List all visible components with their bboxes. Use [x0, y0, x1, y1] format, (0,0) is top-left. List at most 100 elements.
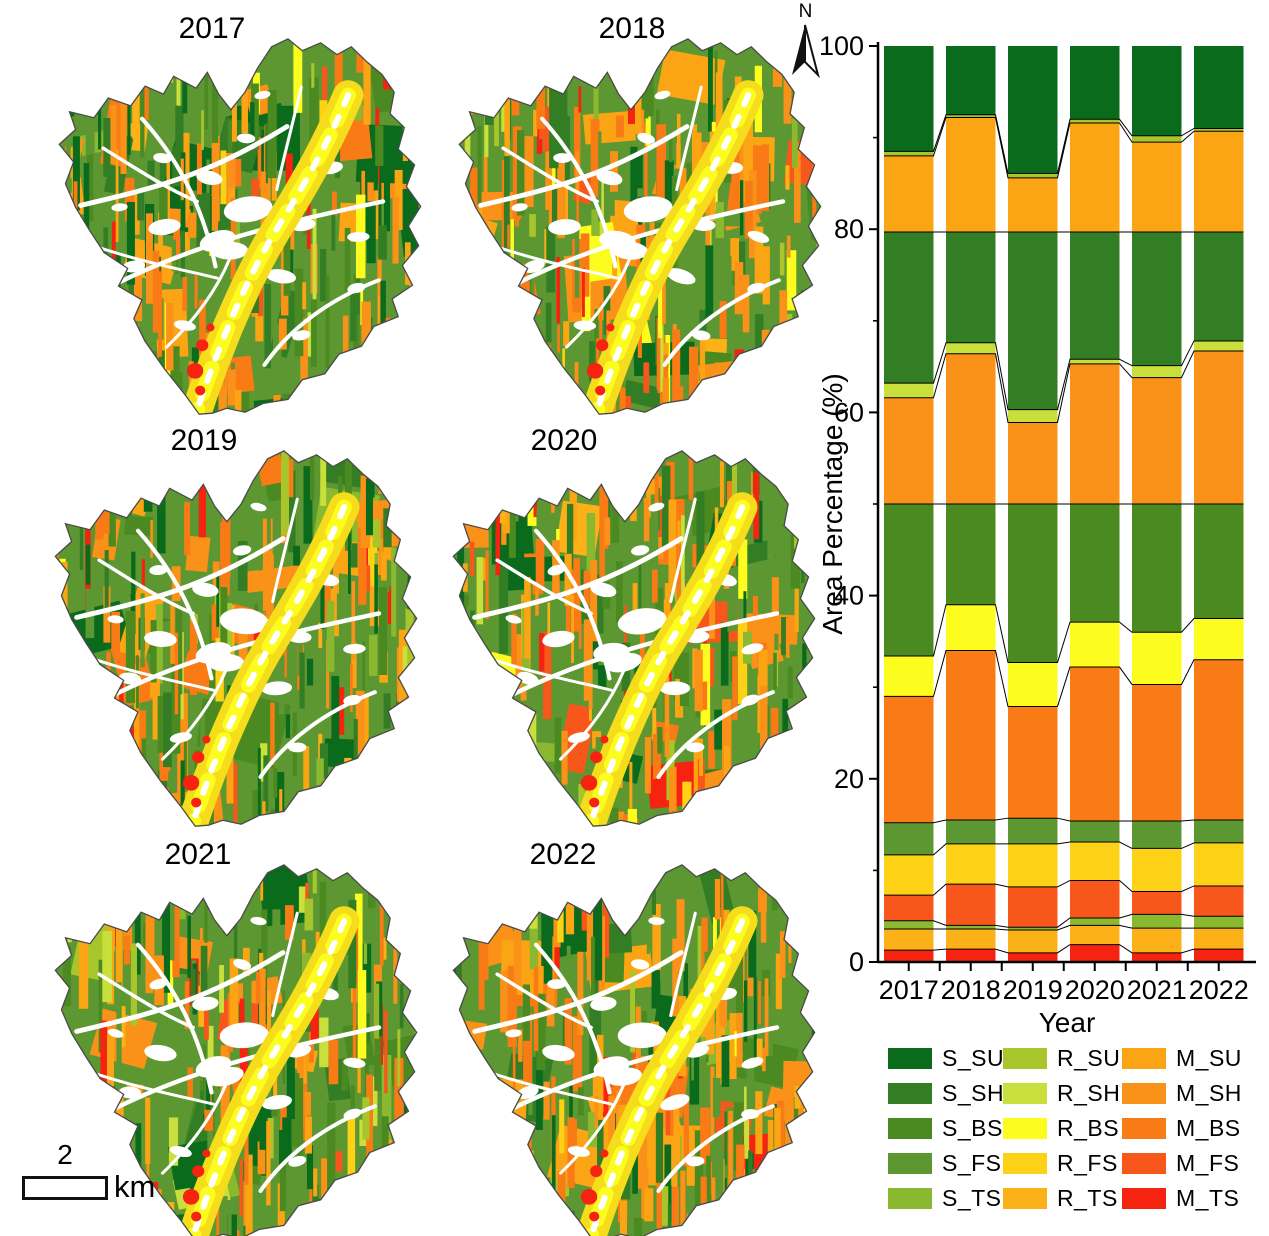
segment-S_SU: [1194, 46, 1244, 129]
scale-bar-value: 2: [57, 1139, 73, 1170]
segment-M_BS: [1070, 667, 1120, 821]
segment-R_SU: [1070, 119, 1120, 123]
legend-label: M_FS: [1176, 1149, 1240, 1176]
segment-S_BS: [1194, 504, 1244, 619]
legend-swatch-M_SU: [1122, 1047, 1166, 1069]
segment-M_SH: [1132, 377, 1182, 504]
segment-S_SU: [946, 46, 996, 115]
segment-M_SU: [946, 117, 996, 232]
legend-label: R_FS: [1057, 1149, 1118, 1176]
legend-label: S_BS: [942, 1114, 1003, 1141]
segment-M_FS: [1194, 885, 1244, 917]
chart-legend: S_SU S_SH S_BS S_FS S_TS R_SU R_SH R_BS R_FS R_TS…: [870, 1040, 1269, 1236]
y-tick-label: 100: [820, 31, 864, 61]
segment-S_FS: [1194, 820, 1244, 843]
legend-label: S_FS: [942, 1149, 1002, 1176]
y-tick-label: 40: [834, 581, 864, 611]
watershed-outline: [452, 864, 816, 1236]
segment-S_TS: [1070, 918, 1120, 926]
segment-M_TS: [1132, 952, 1182, 962]
segment-S_BS: [946, 504, 996, 605]
segment-R_BS: [1008, 662, 1058, 707]
x-tick-label: 2017: [879, 975, 939, 1005]
segment-M_TS: [1070, 944, 1120, 962]
map-title-2022: 2022: [529, 838, 597, 871]
segment-R_SU: [1194, 128, 1244, 132]
segment-R_FS: [946, 843, 996, 885]
y-tick-label: 20: [834, 764, 864, 794]
segment-R_SH: [1132, 365, 1182, 378]
segment-M_TS: [1008, 952, 1058, 962]
segment-S_TS: [884, 920, 934, 930]
legend-swatch-S_SH: [888, 1082, 932, 1104]
map-panel-2021: 2021: [40, 838, 436, 1236]
segment-S_TS: [1194, 916, 1244, 929]
segment-S_FS: [884, 822, 934, 855]
legend-item-R_FS: R_FS: [1003, 1149, 1118, 1176]
north-arrow-icon: [792, 24, 820, 79]
segment-S_SU: [1008, 46, 1058, 174]
legend-item-S_SH: S_SH: [888, 1079, 1005, 1106]
segment-S_TS: [1132, 914, 1182, 929]
segment-M_FS: [1008, 886, 1058, 928]
map-panel-2019: 2019: [40, 424, 436, 838]
segment-M_SU: [1194, 131, 1244, 232]
watershed-outline: [54, 450, 418, 827]
map-title-2021: 2021: [164, 838, 232, 871]
segment-boundary-lines: [884, 114, 1244, 954]
segment-R_BS: [946, 604, 996, 651]
map-fields: [59, 38, 421, 415]
x-tick-label: 2018: [941, 975, 1001, 1005]
segment-M_FS: [946, 884, 996, 926]
segment-M_FS: [884, 895, 934, 921]
legend-swatch-R_SH: [1003, 1082, 1047, 1104]
legend-label: M_SH: [1176, 1079, 1242, 1106]
segment-S_BS: [1008, 504, 1058, 663]
segment-M_FS: [1070, 880, 1120, 919]
map-panel-2020: 2020: [438, 424, 834, 838]
legend-swatch-M_BS: [1122, 1117, 1166, 1139]
segment-R_SU: [946, 114, 996, 118]
segment-R_BS: [884, 656, 934, 697]
axes: 0 20 40 60 80 100 2017 2018 2019 2020 2021 2022 Year…: [820, 31, 1256, 1036]
segment-M_SU: [1132, 142, 1182, 232]
segment-M_SU: [1008, 177, 1058, 232]
legend-item-R_TS: R_TS: [1003, 1184, 1118, 1211]
segment-S_FS: [1070, 820, 1120, 843]
segment-S_BS: [1070, 504, 1120, 623]
classified-map-2017: [58, 38, 422, 415]
map-panel-2017: 2017: [44, 12, 440, 426]
legend-swatch-M_FS: [1122, 1152, 1166, 1174]
bar-2022: [1194, 46, 1244, 962]
segment-S_SH: [884, 231, 934, 384]
legend-label: R_BS: [1057, 1114, 1120, 1141]
map-fields: [453, 864, 815, 1236]
legend-label: S_SU: [942, 1044, 1005, 1071]
segment-S_SH: [1070, 231, 1120, 360]
segment-R_FS: [1194, 842, 1244, 886]
legend-swatch-S_SU: [888, 1047, 932, 1069]
segment-R_FS: [1070, 842, 1120, 881]
legend-swatch-S_BS: [888, 1117, 932, 1139]
scale-bar-unit: km: [114, 1169, 156, 1204]
legend-label: R_TS: [1057, 1184, 1118, 1211]
watershed-outline: [54, 864, 418, 1236]
segment-R_SU: [884, 151, 934, 156]
legend-item-S_TS: S_TS: [888, 1186, 1002, 1209]
x-tick-label: 2021: [1127, 975, 1187, 1005]
segment-R_BS: [1194, 618, 1244, 660]
legend-label: M_TS: [1176, 1184, 1240, 1211]
legend-label: S_SH: [942, 1079, 1005, 1106]
legend-item-M_TS: M_TS: [1122, 1184, 1240, 1211]
legend-item-R_BS: R_BS: [1003, 1114, 1120, 1141]
segment-R_FS: [1008, 843, 1058, 887]
legend-swatch-R_FS: [1003, 1152, 1047, 1174]
segment-M_SH: [1008, 422, 1058, 504]
map-fields: [459, 38, 821, 415]
bar-2018: [946, 46, 996, 962]
legend-item-M_BS: M_BS: [1122, 1116, 1241, 1139]
segment-M_SU: [1070, 122, 1120, 232]
segment-M_FS: [1132, 891, 1182, 915]
map-title-2019: 2019: [170, 424, 238, 457]
map-fields: [55, 450, 417, 827]
